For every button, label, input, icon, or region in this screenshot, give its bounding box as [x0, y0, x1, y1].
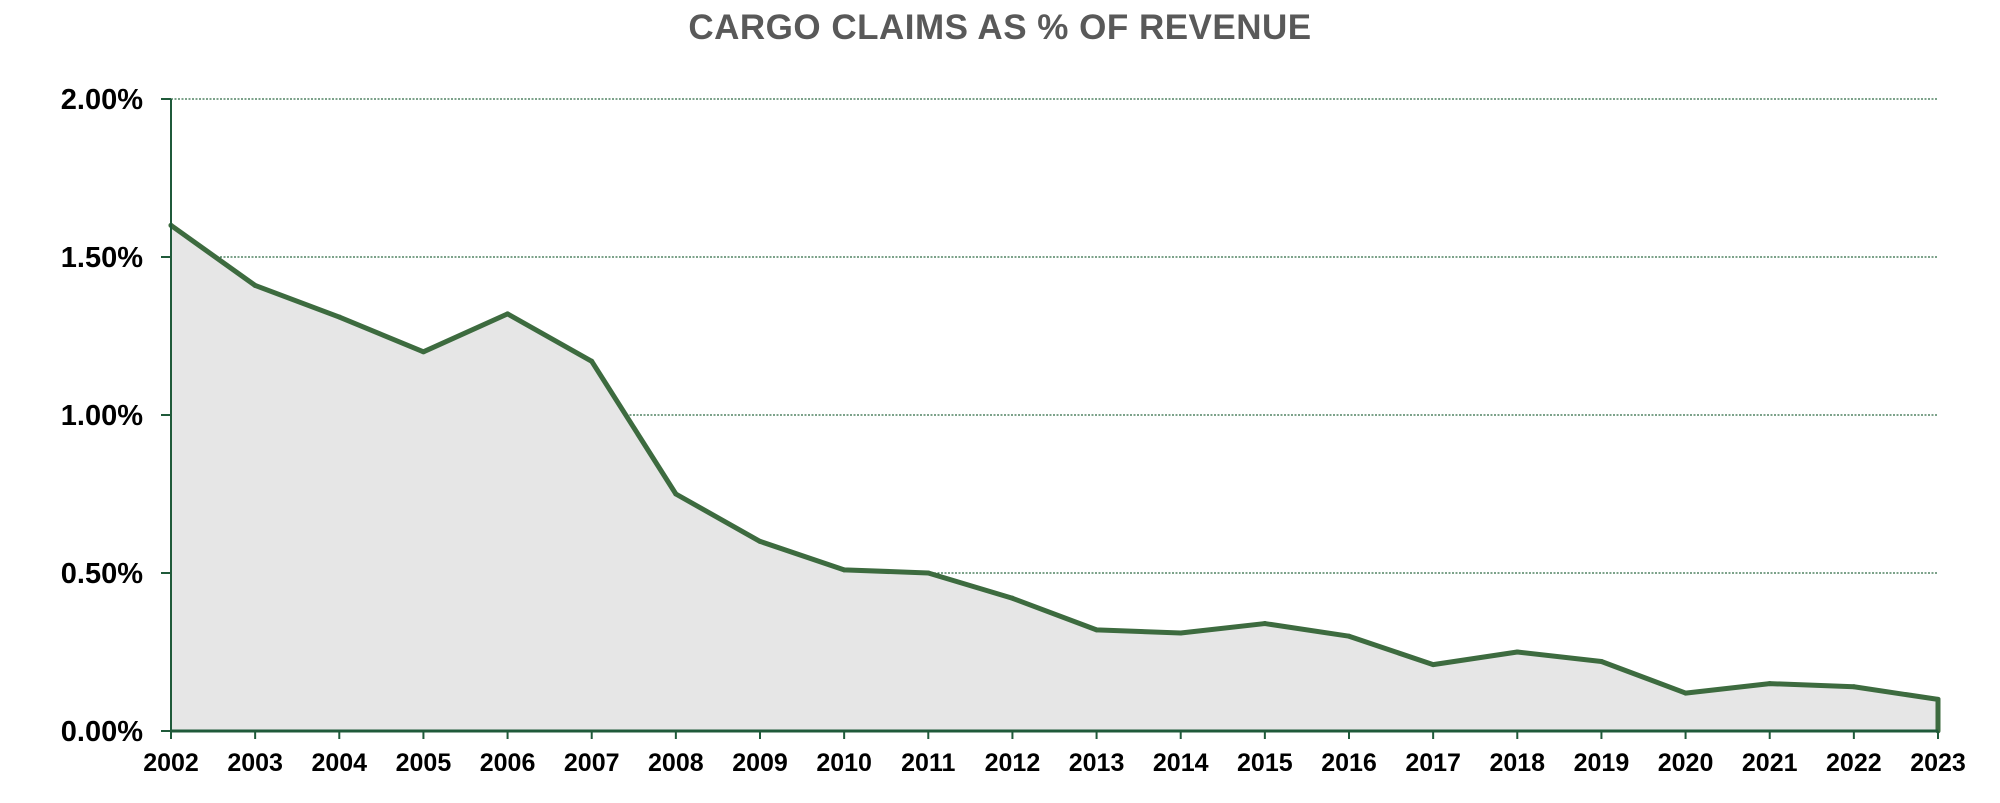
data-point-2014	[1178, 630, 1184, 636]
axes	[161, 98, 1939, 739]
x-tick-label: 2003	[227, 749, 283, 777]
y-axis-tick-labels: 0.00% 0.50% 1.00% 1.50% 2.00%	[61, 84, 143, 748]
data-point-2020	[1683, 690, 1689, 696]
data-point-2006	[505, 311, 511, 317]
x-axis-tick-labels: 2002 2003 2004 2005 2006 2007 2008 2009 2010 2011…	[143, 749, 1966, 777]
data-point-2010	[841, 567, 847, 573]
x-tick-label: 2013	[1069, 749, 1125, 777]
data-point-2022	[1851, 684, 1857, 690]
data-point-2004	[336, 314, 342, 320]
data-point-2021	[1767, 681, 1773, 687]
x-tick-label: 2017	[1405, 749, 1461, 777]
x-tick-label: 2020	[1658, 749, 1714, 777]
x-tick-label: 2016	[1321, 749, 1377, 777]
x-tick-label: 2009	[732, 749, 788, 777]
y-tick-label: 1.00%	[61, 400, 143, 432]
x-tick-label: 2021	[1742, 749, 1798, 777]
data-point-2003	[252, 282, 258, 288]
data-point-2008	[673, 491, 679, 497]
x-tick-label: 2022	[1826, 749, 1882, 777]
x-tick-label: 2014	[1153, 749, 1209, 777]
x-tick-label: 2010	[816, 749, 872, 777]
data-point-2017	[1430, 662, 1436, 668]
x-tick-label: 2015	[1237, 749, 1293, 777]
series-area-fill	[171, 225, 1938, 731]
data-point-2007	[589, 358, 595, 364]
data-point-2005	[420, 349, 426, 355]
x-tick-label: 2004	[311, 749, 367, 777]
x-tick-label: 2002	[143, 749, 199, 777]
x-tick-label: 2011	[901, 749, 955, 777]
y-tick-label: 1.50%	[61, 242, 143, 274]
x-tick-label: 2023	[1910, 749, 1966, 777]
chart-title: CARGO CLAIMS AS % OF REVENUE	[688, 8, 1312, 47]
data-point-2018	[1514, 649, 1520, 655]
x-tick-label: 2012	[985, 749, 1041, 777]
data-point-2013	[1094, 627, 1100, 633]
data-point-2011	[925, 570, 931, 576]
y-tick-label: 0.50%	[61, 558, 143, 590]
x-tick-label: 2006	[480, 749, 536, 777]
data-point-2009	[757, 538, 763, 544]
y-tick-label: 0.00%	[61, 716, 143, 748]
y-tick-label: 2.00%	[61, 84, 143, 116]
x-tick-label: 2019	[1574, 749, 1630, 777]
plot-area	[168, 222, 1941, 734]
data-point-2016	[1346, 633, 1352, 639]
x-tick-label: 2018	[1489, 749, 1545, 777]
data-point-2015	[1262, 621, 1268, 627]
data-point-2012	[1009, 595, 1015, 601]
data-point-2019	[1598, 658, 1604, 664]
data-point-2023	[1935, 696, 1941, 702]
x-tick-label: 2008	[648, 749, 704, 777]
x-tick-label: 2005	[396, 749, 452, 777]
x-tick-label: 2007	[564, 749, 620, 777]
